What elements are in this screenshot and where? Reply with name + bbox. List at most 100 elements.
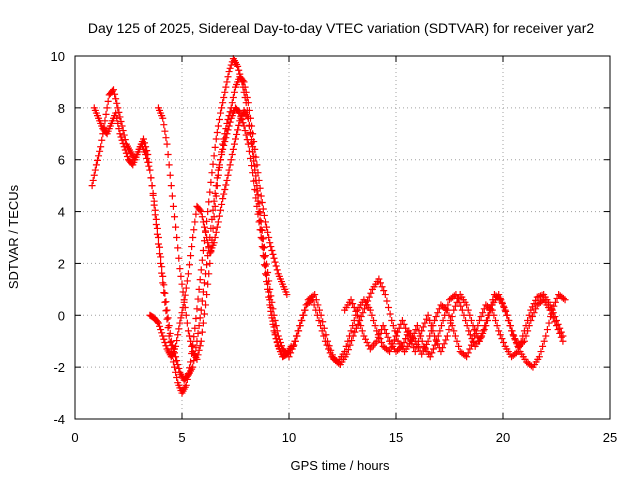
data-point [246, 114, 254, 122]
data-point [242, 131, 250, 139]
data-point [382, 329, 390, 337]
data-point [204, 208, 212, 216]
data-point [188, 342, 196, 350]
data-point [110, 86, 118, 94]
x-axis-label: GPS time / hours [291, 458, 390, 473]
data-point [549, 309, 557, 317]
data-point [219, 99, 227, 107]
data-point [443, 332, 451, 340]
data-point [221, 88, 229, 96]
data-point [240, 122, 248, 130]
data-point [223, 176, 231, 184]
data-point [448, 313, 456, 321]
data-point [355, 316, 363, 324]
data-point [271, 258, 279, 266]
data-point [385, 304, 393, 312]
data-point [175, 254, 183, 262]
data-point [153, 230, 161, 238]
data-point [194, 295, 202, 303]
data-point [267, 292, 275, 300]
data-point [219, 195, 227, 203]
data-point [251, 145, 259, 153]
data-marks [88, 55, 569, 397]
data-point [532, 296, 540, 304]
data-point [429, 322, 437, 330]
data-point [198, 256, 206, 264]
data-point [392, 332, 400, 340]
y-tick-label: -2 [53, 360, 65, 375]
data-point [157, 259, 165, 267]
data-point [271, 331, 279, 339]
data-point [419, 323, 427, 331]
data-point [256, 209, 264, 217]
data-point [214, 122, 222, 130]
data-point [218, 148, 226, 156]
data-point [239, 77, 247, 85]
data-point [533, 293, 541, 301]
data-point [104, 97, 112, 105]
data-point [198, 328, 206, 336]
data-point [215, 163, 223, 171]
data-point [559, 332, 567, 340]
data-point [167, 337, 175, 345]
data-point [227, 156, 235, 164]
data-point [309, 296, 317, 304]
data-point [197, 337, 205, 345]
data-point [146, 166, 154, 174]
data-point [528, 303, 536, 311]
data-point [261, 218, 269, 226]
data-point [480, 326, 488, 334]
data-point [116, 113, 124, 121]
data-point [469, 337, 477, 345]
data-point [520, 327, 528, 335]
data-point [160, 289, 168, 297]
data-point [142, 151, 150, 159]
data-point [413, 340, 421, 348]
data-point [147, 174, 155, 182]
data-point [264, 228, 272, 236]
data-point [196, 276, 204, 284]
data-point [221, 186, 229, 194]
data-point [188, 243, 196, 251]
data-point [172, 223, 180, 231]
data-point [439, 316, 447, 324]
data-point [342, 342, 350, 350]
data-point [539, 342, 547, 350]
data-point [228, 151, 236, 159]
data-point [209, 160, 217, 168]
data-point [145, 162, 153, 170]
data-point [388, 316, 396, 324]
data-point [229, 145, 237, 153]
data-point [371, 322, 379, 330]
data-point [213, 128, 221, 136]
data-point [184, 270, 192, 278]
data-point [483, 316, 491, 324]
data-point [245, 106, 253, 114]
data-point [251, 186, 259, 194]
data-point [553, 316, 560, 324]
data-point [191, 218, 199, 226]
data-point [323, 341, 331, 349]
data-point [162, 134, 170, 142]
data-point [351, 328, 359, 336]
data-point [191, 324, 199, 332]
data-point [203, 217, 211, 225]
data-point [210, 213, 218, 221]
data-point [117, 133, 125, 141]
data-point [463, 353, 471, 361]
data-point [432, 313, 440, 321]
data-point [152, 215, 160, 223]
data-point [182, 284, 190, 292]
data-point [269, 320, 277, 328]
data-point [317, 322, 325, 330]
data-point [123, 152, 131, 160]
data-point [154, 319, 162, 327]
data-point [226, 64, 234, 72]
data-point [196, 314, 204, 322]
data-point [207, 248, 215, 256]
data-point [554, 320, 562, 328]
data-point [348, 337, 356, 345]
data-point [212, 135, 220, 143]
data-point [207, 178, 215, 186]
